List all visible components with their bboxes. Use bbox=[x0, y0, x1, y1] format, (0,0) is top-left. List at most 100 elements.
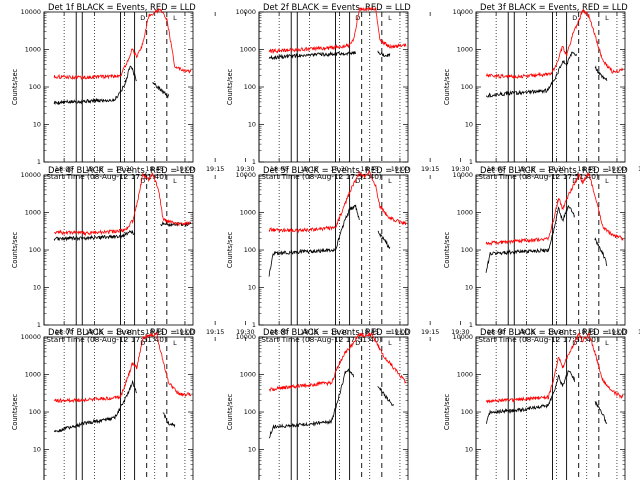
y-tick-label: 10 bbox=[465, 446, 473, 454]
detector-panel: Det 5f BLACK = Events, RED = LLD 1 10 100 10… bbox=[226, 165, 470, 344]
y-axis-label: Counts/sec bbox=[11, 68, 19, 105]
panel-title: Det 4f BLACK = Events, RED = LLD bbox=[48, 165, 196, 175]
y-tick-label: 10000 bbox=[21, 333, 41, 341]
y-tick-label: 100 bbox=[461, 246, 473, 254]
plot-frame bbox=[475, 11, 626, 163]
x-tick-label: 19:30 bbox=[236, 328, 254, 336]
y-tick-label: 100 bbox=[461, 408, 473, 416]
panel-title: Det 8f BLACK = Events, RED = LLD bbox=[263, 327, 411, 337]
y-axis-label: Counts/sec bbox=[443, 393, 451, 430]
y-tick-label: 1000 bbox=[25, 371, 41, 379]
y-tick-label: 1 bbox=[37, 321, 41, 329]
y-axis-label: Counts/sec bbox=[11, 231, 19, 268]
y-axis-label: Counts/sec bbox=[226, 68, 234, 105]
y-tick-label: 10 bbox=[248, 446, 256, 454]
y-tick-label: 1000 bbox=[457, 371, 473, 379]
y-tick-label: 100 bbox=[29, 83, 41, 91]
y-tick-label: 100 bbox=[244, 408, 256, 416]
x-tick-label: 19:00 bbox=[608, 328, 626, 336]
y-axis-label: Counts/sec bbox=[443, 68, 451, 105]
x-tick-label: 18:30 bbox=[547, 328, 565, 336]
region-marker-label: D bbox=[355, 339, 360, 347]
panel-title: Det 3f BLACK = Events, RED = LLD bbox=[480, 2, 628, 12]
y-tick-label: 10000 bbox=[453, 171, 473, 179]
x-tick-label: 18:00 bbox=[487, 328, 505, 336]
x-tick-label: 18:45 bbox=[361, 165, 379, 173]
x-tick-label: 18:30 bbox=[115, 328, 133, 336]
y-tick-label: 1000 bbox=[457, 209, 473, 217]
region-marker-label: L bbox=[605, 14, 609, 22]
region-marker-label: D bbox=[140, 177, 145, 185]
y-tick-label: 100 bbox=[29, 408, 41, 416]
panel-title: Det 5f BLACK = Events, RED = LLD bbox=[263, 165, 411, 175]
y-tick-label: 10000 bbox=[236, 171, 256, 179]
events-series-line bbox=[268, 204, 391, 277]
x-tick-label: 18:30 bbox=[330, 165, 348, 173]
region-marker-label: L bbox=[605, 177, 609, 185]
x-tick-label: 19:15 bbox=[206, 165, 224, 173]
region-marker-label: L bbox=[173, 177, 177, 185]
events-series-line bbox=[485, 51, 608, 98]
events-series-line bbox=[268, 368, 395, 439]
x-tick-label: 19:00 bbox=[176, 328, 194, 336]
y-tick-label: 1000 bbox=[25, 209, 41, 217]
x-tick-label: 18:15 bbox=[85, 328, 103, 336]
y-tick-label: 10 bbox=[33, 446, 41, 454]
detector-panel: Det 3f BLACK = Events, RED = LLD 1 10 100 10… bbox=[443, 2, 640, 181]
region-marker-label: L bbox=[173, 14, 177, 22]
x-tick-label: 19:30 bbox=[236, 165, 254, 173]
y-tick-label: 1000 bbox=[240, 46, 256, 54]
y-tick-label: 100 bbox=[461, 83, 473, 91]
region-marker-label: L bbox=[388, 177, 392, 185]
x-axis-label: Start Time (08-Aug-12 17:51:40) bbox=[478, 172, 599, 181]
region-marker-label: D bbox=[140, 14, 145, 22]
lld-series-line bbox=[268, 6, 407, 54]
y-tick-label: 10000 bbox=[21, 8, 41, 16]
region-marker-label: D bbox=[140, 339, 145, 347]
x-tick-label: 19:30 bbox=[451, 328, 469, 336]
y-tick-label: 1 bbox=[469, 321, 473, 329]
region-marker-label: D bbox=[572, 177, 577, 185]
y-tick-label: 10 bbox=[248, 121, 256, 129]
x-tick-label: 18:15 bbox=[517, 165, 535, 173]
detector-panel: Det 9f BLACK = Events, RED = LLD11010010… bbox=[443, 327, 628, 485]
x-tick-label: 18:45 bbox=[146, 328, 164, 336]
x-tick-label: 18:30 bbox=[115, 165, 133, 173]
panel-title: Det 6f BLACK = Events, RED = LLD bbox=[480, 165, 628, 175]
x-tick-label: 18:45 bbox=[578, 165, 596, 173]
x-tick-label: 19:15 bbox=[206, 328, 224, 336]
y-tick-label: 1000 bbox=[457, 46, 473, 54]
y-tick-label: 10 bbox=[465, 121, 473, 129]
x-tick-label: 19:00 bbox=[608, 165, 626, 173]
y-tick-label: 1000 bbox=[240, 209, 256, 217]
y-tick-label: 1 bbox=[252, 158, 256, 166]
x-tick-label: 18:15 bbox=[300, 165, 318, 173]
x-tick-label: 19:15 bbox=[638, 328, 640, 336]
region-marker-label: D bbox=[572, 14, 577, 22]
plot-frame bbox=[43, 11, 194, 163]
x-axis-label: Start Time (08-Aug-12 17:51:40) bbox=[46, 172, 167, 181]
detector-panel: Det 2f BLACK = Events, RED = LLD 1 10 100 10… bbox=[226, 2, 470, 181]
x-tick-label: 18:00 bbox=[55, 328, 73, 336]
x-tick-label: 19:15 bbox=[421, 328, 439, 336]
events-series-line bbox=[53, 65, 170, 106]
detector-panel: Det 6f BLACK = Events, RED = LLD 1 10 100 10… bbox=[443, 165, 640, 344]
region-marker-label: D bbox=[355, 177, 360, 185]
x-tick-label: 18:15 bbox=[517, 328, 535, 336]
x-tick-label: 18:30 bbox=[547, 165, 565, 173]
x-axis-label: Start Time (08-Aug-12 17:51:40) bbox=[261, 335, 382, 344]
lld-series-line bbox=[53, 331, 192, 404]
detector-panel: Det 8f BLACK = Events, RED = LLD11010010… bbox=[226, 327, 461, 485]
x-tick-label: 19:00 bbox=[391, 165, 409, 173]
x-tick-label: 18:45 bbox=[146, 165, 164, 173]
y-tick-label: 1 bbox=[252, 321, 256, 329]
events-series-line bbox=[53, 379, 176, 433]
plot-frame bbox=[258, 11, 409, 163]
y-tick-label: 10 bbox=[248, 284, 256, 292]
y-tick-label: 1 bbox=[37, 158, 41, 166]
x-tick-label: 19:15 bbox=[638, 165, 640, 173]
y-tick-label: 10 bbox=[33, 121, 41, 129]
x-tick-label: 18:00 bbox=[270, 165, 288, 173]
plot-frame bbox=[43, 336, 194, 485]
